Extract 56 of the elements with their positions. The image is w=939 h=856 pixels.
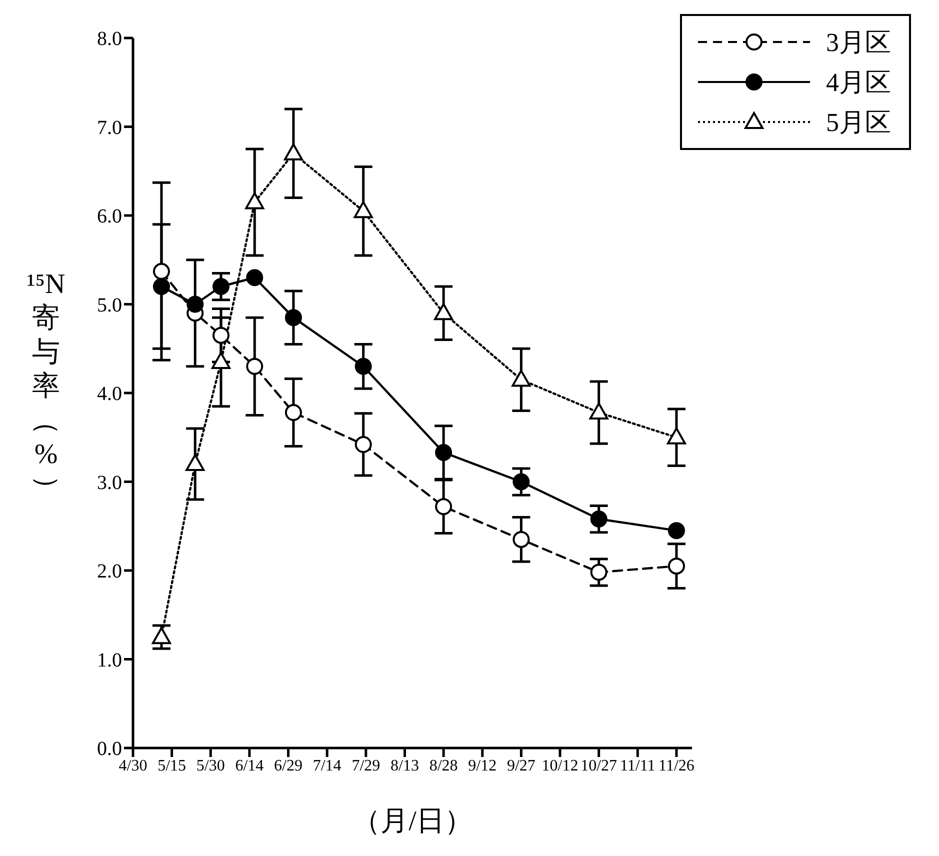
x-tick-label: 5/30 [196, 757, 225, 774]
legend-label: 4月区 [826, 66, 891, 98]
x-tick-label: 10/27 [580, 757, 618, 774]
y-tick-label: 6.0 [97, 206, 122, 228]
point [434, 303, 454, 320]
point [212, 326, 230, 344]
legend-label: 3月区 [826, 26, 891, 58]
y-tick-label: 5.0 [97, 294, 122, 316]
y-axis-title: ¹⁵N寄与率（%） [26, 268, 66, 505]
y-tick-label: 3.0 [97, 472, 122, 494]
point [246, 358, 264, 375]
point [668, 558, 685, 575]
point [186, 454, 205, 471]
x-tick-label: 7/29 [352, 757, 380, 774]
point [186, 296, 204, 313]
point [354, 436, 372, 453]
legend-label: 5月区 [826, 106, 891, 138]
point [245, 192, 264, 210]
y-tick-label: 7.0 [97, 116, 122, 139]
point [284, 143, 303, 160]
y-tick-label: 1.0 [97, 649, 122, 672]
x-tick-label: 6/14 [235, 757, 264, 774]
x-tick-label: 5/15 [158, 757, 186, 774]
x-tick-label: 6/29 [274, 757, 303, 774]
point [589, 402, 608, 420]
y-tick-label: 4.0 [97, 383, 122, 406]
x-tick-label: 10/12 [542, 757, 578, 774]
point [512, 370, 531, 387]
y-tick-label: 8.0 [97, 28, 122, 50]
x-axis-title: （月/日） [352, 806, 472, 837]
x-tick-label: 8/13 [390, 757, 419, 774]
point [666, 427, 686, 444]
x-tick-label: 11/26 [658, 757, 694, 774]
point [354, 358, 372, 375]
point [354, 201, 373, 218]
x-tick-label: 9/12 [468, 757, 497, 774]
point [590, 510, 608, 528]
point [435, 444, 452, 461]
x-tick-label: 9/27 [506, 757, 536, 774]
point [152, 262, 170, 280]
x-tick-label: 8/28 [429, 757, 458, 774]
point [211, 352, 230, 369]
point [512, 473, 530, 490]
point [246, 269, 264, 286]
point [284, 309, 302, 326]
x-tick-label: 7/14 [312, 757, 342, 774]
point [668, 522, 685, 540]
point [152, 627, 171, 644]
point [512, 530, 530, 548]
x-tick-label: 11/11 [620, 757, 656, 774]
point [284, 404, 302, 422]
point [212, 278, 230, 295]
point [590, 564, 608, 581]
y-tick-label: 2.0 [97, 560, 122, 583]
point [152, 278, 170, 295]
point [435, 498, 452, 516]
